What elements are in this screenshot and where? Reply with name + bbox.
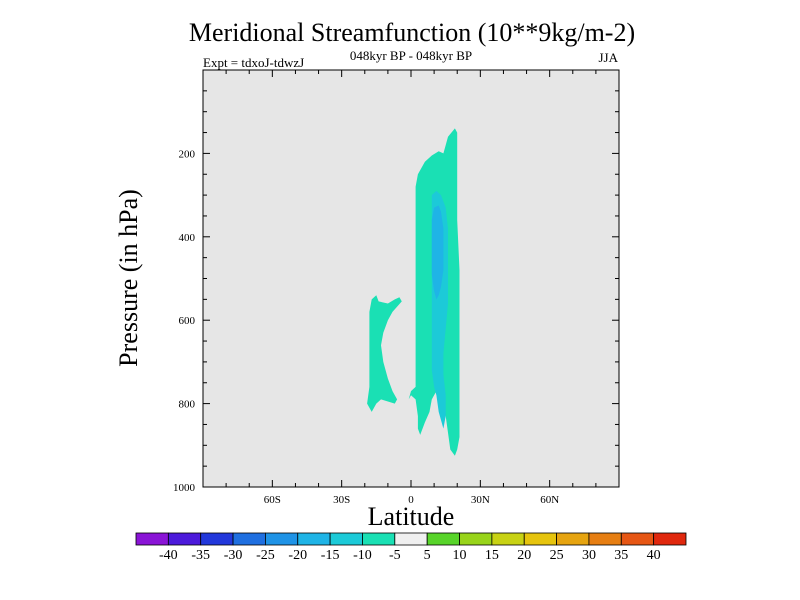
colorbar-label: 30 xyxy=(582,548,596,563)
colorbar-label: 10 xyxy=(453,548,467,563)
colorbar-labels: -40 -35 -30 -25 -20 -15 -10 -5 5 10 15 20 25 30 35 40 xyxy=(159,548,661,563)
colorbar-label: -5 xyxy=(389,548,401,563)
plot-frame xyxy=(202,69,620,488)
colorbar-label: 5 xyxy=(424,548,431,563)
contour-layer xyxy=(367,128,460,456)
colorbar-swatch xyxy=(459,532,493,546)
y-axis-title: Pressure (in hPa) xyxy=(114,189,143,367)
colorbar xyxy=(135,532,687,546)
colorbar-swatch xyxy=(394,532,428,546)
chart-subtitle: 048kyr BP - 048kyr BP xyxy=(350,48,472,63)
colorbar-label: -25 xyxy=(256,548,275,563)
colorbar-label: -40 xyxy=(159,548,178,563)
colorbar-swatch xyxy=(200,532,234,546)
colorbar-swatch xyxy=(232,532,266,546)
colorbar-label: -10 xyxy=(353,548,372,563)
plot-background xyxy=(203,70,619,487)
colorbar-swatch xyxy=(556,532,590,546)
x-axis-tick-labels: 60S 30S 0 30N 60N xyxy=(264,494,559,506)
x-tick-label: 30N xyxy=(471,494,490,506)
colorbar-swatch xyxy=(265,532,299,546)
x-tick-label: 30S xyxy=(333,494,350,506)
colorbar-label: 20 xyxy=(517,548,531,563)
colorbar-swatch xyxy=(523,532,557,546)
colorbar-swatch xyxy=(362,532,396,546)
colorbar-label: 25 xyxy=(550,548,564,563)
y-tick-label: 1000 xyxy=(173,482,196,494)
season-label: JJA xyxy=(598,50,618,65)
y-tick-label: 200 xyxy=(179,148,196,160)
colorbar-swatch xyxy=(588,532,622,546)
colorbar-label: -20 xyxy=(288,548,307,563)
x-tick-label: 60S xyxy=(264,494,281,506)
colorbar-label: 35 xyxy=(614,548,628,563)
colorbar-swatch xyxy=(167,532,202,546)
y-tick-label: 600 xyxy=(179,315,196,327)
colorbar-swatch xyxy=(297,532,331,546)
colorbar-label: -35 xyxy=(191,548,210,563)
y-tick-label: 400 xyxy=(179,232,196,244)
chart-title: Meridional Streamfunction (10**9kg/m-2) xyxy=(189,18,635,47)
contour-region xyxy=(431,205,444,300)
colorbar-label: -30 xyxy=(224,548,243,563)
y-axis-tick-labels: 200 400 600 800 1000 xyxy=(173,148,196,494)
colorbar-swatch xyxy=(329,532,363,546)
y-tick-label: 800 xyxy=(179,399,196,411)
colorbar-swatch xyxy=(653,532,687,546)
colorbar-swatch xyxy=(135,532,169,546)
colorbar-label: 40 xyxy=(647,548,661,563)
x-axis-title: Latitude xyxy=(368,502,455,531)
plot-area xyxy=(202,69,620,488)
colorbar-label: 15 xyxy=(485,548,499,563)
contour-region xyxy=(367,295,402,412)
x-tick-label: 60N xyxy=(540,494,559,506)
x-tick-label: 0 xyxy=(408,494,414,506)
colorbar-swatch xyxy=(426,532,460,546)
colorbar-swatch xyxy=(491,532,525,546)
experiment-label: Expt = tdxoJ-tdwzJ xyxy=(203,55,304,70)
colorbar-label: -15 xyxy=(321,548,340,563)
colorbar-swatch xyxy=(620,532,655,546)
